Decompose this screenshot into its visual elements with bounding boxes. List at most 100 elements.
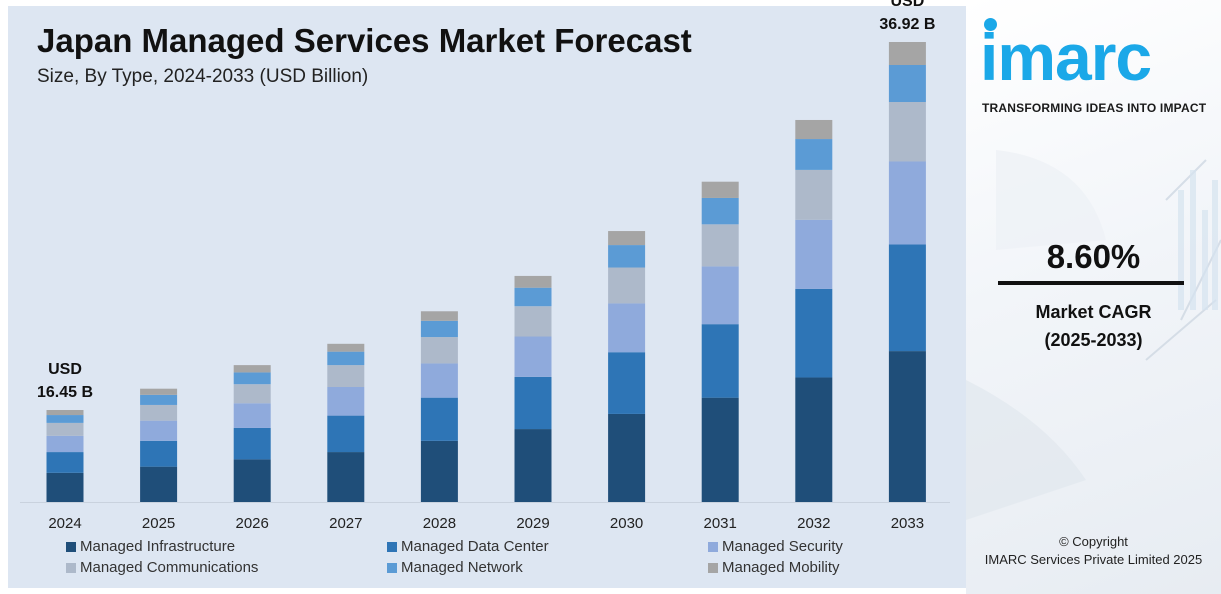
bar-segment (514, 306, 552, 337)
total-label: USD (891, 0, 925, 10)
cagr-label: Market CAGR (2025-2033) (966, 298, 1221, 354)
bar-segment (608, 267, 646, 304)
bar-segment (795, 219, 833, 289)
background-graphic (966, 150, 1221, 520)
bar-segment (46, 472, 84, 502)
bar-segment (327, 365, 365, 387)
total-label: 16.45 B (37, 384, 93, 401)
bar-segment (888, 102, 926, 162)
bar-segment (701, 224, 739, 267)
copyright-line1: © Copyright (1059, 534, 1128, 549)
bar-segment (701, 197, 739, 225)
bar-segment (46, 422, 84, 436)
x-tick-label: 2026 (236, 515, 269, 532)
bar-segment (888, 42, 926, 65)
copyright-line2: IMARC Services Private Limited 2025 (984, 552, 1203, 567)
bar-segment (701, 266, 739, 325)
legend-label: Managed Security (722, 538, 843, 555)
bar-segment (140, 440, 178, 467)
bar-segment (233, 459, 271, 502)
bar-segment (140, 404, 178, 421)
legend-label: Managed Network (401, 559, 523, 576)
bar-segment (888, 351, 926, 502)
bar-segment (233, 427, 271, 460)
bar-segment (701, 397, 739, 502)
bar-segment (608, 231, 646, 246)
bar-segment (140, 420, 178, 441)
bar-segment (327, 351, 365, 366)
bar-segment (514, 376, 552, 430)
bar-segment (327, 387, 365, 416)
chart-title: Japan Managed Services Market Forecast (37, 22, 692, 59)
bar-segment (327, 343, 365, 352)
x-tick-label: 2024 (48, 515, 81, 532)
bar-segment (420, 311, 458, 321)
x-tick-label: 2028 (423, 515, 456, 532)
bar-segment (514, 336, 552, 377)
legend-item: Managed Mobility (708, 559, 840, 576)
bar-segment (795, 119, 833, 140)
bar-segment (795, 139, 833, 170)
bar-segment (420, 363, 458, 398)
bar-segment (140, 388, 178, 395)
legend-label: Managed Mobility (722, 559, 840, 576)
bar-segment (233, 365, 271, 373)
bar-segment (795, 169, 833, 220)
bar-segment (514, 287, 552, 307)
stacked-bar-chart: 2024 USD 16.45 B 2025 2026 2027 2028 2029 2030 20… (20, 0, 950, 532)
bar-segment (888, 244, 926, 352)
chart-legend: Managed Infrastructure Managed Communica… (66, 538, 946, 582)
bar-segment (420, 397, 458, 441)
cagr-value: 8.60% (1046, 238, 1141, 275)
x-tick-label: 2027 (329, 515, 362, 532)
bar-segment (327, 452, 365, 502)
legend-swatch (387, 562, 397, 573)
bar-segment (795, 377, 833, 502)
x-tick-label: 2029 (516, 515, 549, 532)
imarc-logo: imarc (980, 20, 1152, 94)
side-panel: imarc TRANSFORMING IDEAS INTO IMPACT 8.6… (966, 0, 1221, 594)
legend-label: Managed Data Center (401, 538, 549, 555)
legend-swatch (66, 562, 76, 573)
legend-label: Managed Communications (80, 559, 259, 576)
bar-segment (46, 452, 84, 473)
copyright: © Copyright IMARC Services Private Limit… (966, 533, 1221, 569)
cagr-divider (998, 281, 1184, 285)
legend-label: Managed Infrastructure (80, 538, 236, 555)
x-tick-label: 2032 (797, 515, 830, 532)
legend-item: Managed Communications (66, 559, 258, 576)
bar-segment (608, 413, 646, 502)
bar-segment (233, 384, 271, 404)
cagr-label-line1: Market CAGR (1035, 302, 1152, 322)
legend-item: Managed Infrastructure (66, 538, 235, 555)
bar-segment (46, 415, 84, 423)
logo-dot (984, 18, 997, 31)
bar-segment (888, 161, 926, 245)
bar-segment (46, 410, 84, 416)
bar-segment (701, 181, 739, 198)
bar-segment (888, 65, 926, 103)
x-tick-label: 2031 (704, 515, 737, 532)
bar-segment (46, 435, 84, 453)
legend-swatch (387, 541, 397, 552)
bar-segment (514, 429, 552, 502)
legend-item: Managed Security (708, 538, 843, 555)
x-tick-label: 2030 (610, 515, 643, 532)
chart-subtitle: Size, By Type, 2024-2033 (USD Billion) (37, 66, 369, 87)
legend-item: Managed Network (387, 559, 523, 576)
legend-swatch (66, 541, 76, 552)
bar-segment (420, 440, 458, 502)
bar-segment (420, 320, 458, 338)
bar-segment (233, 372, 271, 385)
bar-segment (701, 324, 739, 398)
legend-swatch (708, 541, 718, 552)
logo-tagline: TRANSFORMING IDEAS INTO IMPACT (982, 101, 1207, 115)
bar-segment (233, 403, 271, 428)
total-label: 36.92 B (879, 16, 935, 33)
bar-segment (140, 466, 178, 502)
bar-segment (140, 394, 178, 405)
bar-segment (327, 415, 365, 453)
legend-item: Managed Data Center (387, 538, 549, 555)
x-tick-label: 2025 (142, 515, 175, 532)
bar-segment (795, 288, 833, 378)
